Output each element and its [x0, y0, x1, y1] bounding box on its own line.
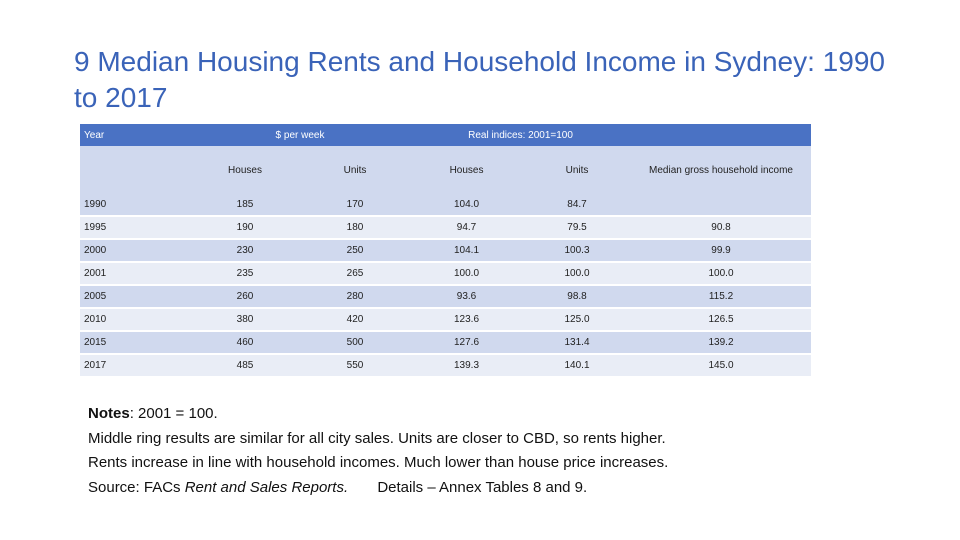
income-cell: 99.9 — [631, 239, 812, 263]
income-cell: 126.5 — [631, 308, 812, 332]
year-cell: 1995 — [80, 216, 190, 240]
year-cell: 2015 — [80, 331, 190, 355]
table-row: 2010 380 420 123.6 125.0 126.5 — [80, 308, 812, 332]
units-cell: 170 — [300, 194, 411, 217]
source-details: Details – Annex Tables 8 and 9. — [348, 478, 588, 496]
units-cell: 500 — [300, 331, 411, 355]
real-houses-cell: 127.6 — [410, 331, 524, 355]
real-units-cell: 131.4 — [523, 331, 632, 355]
real-units-cell: 125.0 — [523, 308, 632, 332]
dollars-per-week-header: $ per week — [190, 124, 411, 146]
year-cell: 2010 — [80, 308, 190, 332]
income-cell: 139.2 — [631, 331, 812, 355]
real-units-cell: 84.7 — [523, 194, 632, 217]
notes-line-1: Notes: 2001 = 100. — [88, 402, 868, 427]
units-cell: 250 — [300, 239, 411, 263]
subheader-units: Units — [300, 146, 411, 194]
table-row: 1995 190 180 94.7 79.5 90.8 — [80, 216, 812, 240]
houses-cell: 380 — [190, 308, 300, 332]
year-cell: 2017 — [80, 354, 190, 378]
real-indices-header: Real indices: 2001=100 — [410, 124, 632, 146]
income-cell — [631, 194, 812, 217]
notes-source-line: Source: FACs Rent and Sales Reports. Det… — [88, 476, 868, 501]
table-row: 2017 485 550 139.3 140.1 145.0 — [80, 354, 812, 378]
units-cell: 280 — [300, 285, 411, 309]
table-subheader-row: Houses Units Houses Units Median gross h… — [80, 146, 812, 194]
table-row: 2015 460 500 127.6 131.4 139.2 — [80, 331, 812, 355]
real-houses-cell: 100.0 — [410, 262, 524, 286]
notes-block: Notes: 2001 = 100. Middle ring results a… — [88, 402, 868, 500]
subheader-income: Median gross household income — [631, 146, 812, 194]
income-cell: 100.0 — [631, 262, 812, 286]
houses-cell: 185 — [190, 194, 300, 217]
notes-line-3: Rents increase in line with household in… — [88, 454, 669, 471]
houses-cell: 230 — [190, 239, 300, 263]
units-cell: 550 — [300, 354, 411, 378]
real-houses-cell: 94.7 — [410, 216, 524, 240]
real-units-cell: 100.3 — [523, 239, 632, 263]
table-row: 2005 260 280 93.6 98.8 115.2 — [80, 285, 812, 309]
slide-title: 9 Median Housing Rents and Household Inc… — [74, 46, 885, 113]
real-houses-cell: 104.1 — [410, 239, 524, 263]
real-units-cell: 140.1 — [523, 354, 632, 378]
houses-cell: 235 — [190, 262, 300, 286]
table-row: 2000 230 250 104.1 100.3 99.9 — [80, 239, 812, 263]
year-header: Year — [80, 124, 190, 146]
year-cell: 1990 — [80, 194, 190, 217]
rents-income-table: Year $ per week Real indices: 2001=100 H… — [80, 124, 812, 378]
header-blank-cell — [631, 124, 812, 146]
year-cell: 2005 — [80, 285, 190, 309]
units-cell: 180 — [300, 216, 411, 240]
real-units-cell: 98.8 — [523, 285, 632, 309]
real-houses-cell: 139.3 — [410, 354, 524, 378]
subheader-blank-cell — [80, 146, 190, 194]
real-houses-cell: 123.6 — [410, 308, 524, 332]
real-houses-cell: 93.6 — [410, 285, 524, 309]
notes-line-2: Middle ring results are similar for all … — [88, 429, 666, 447]
houses-cell: 460 — [190, 331, 300, 355]
table-body: 1990 185 170 104.0 84.7 1995 190 180 94.7 79.5 90.… — [80, 194, 812, 378]
real-units-cell: 79.5 — [523, 216, 632, 240]
source-prefix: Source: FACs — [88, 478, 185, 496]
income-cell: 90.8 — [631, 216, 812, 240]
year-cell: 2001 — [80, 262, 190, 286]
houses-cell: 260 — [190, 285, 300, 309]
table-header-row: Year $ per week Real indices: 2001=100 — [80, 124, 812, 146]
table-row: 2001 235 265 100.0 100.0 100.0 — [80, 262, 812, 286]
notes-base-year: : 2001 = 100. — [129, 405, 218, 422]
notes-label: Notes — [88, 405, 130, 422]
subheader-real-units: Units — [523, 146, 632, 194]
income-cell: 145.0 — [631, 354, 812, 378]
houses-cell: 190 — [190, 216, 300, 240]
houses-cell: 485 — [190, 354, 300, 378]
year-cell: 2000 — [80, 239, 190, 263]
table-row: 1990 185 170 104.0 84.7 — [80, 194, 812, 217]
units-cell: 265 — [300, 262, 411, 286]
source-report-title: Rent and Sales Reports. — [184, 478, 349, 496]
real-houses-cell: 104.0 — [410, 194, 524, 217]
income-cell: 115.2 — [631, 285, 812, 309]
subheader-houses: Houses — [190, 146, 300, 194]
subheader-real-houses: Houses — [410, 146, 524, 194]
real-units-cell: 100.0 — [523, 262, 632, 286]
units-cell: 420 — [300, 308, 411, 332]
